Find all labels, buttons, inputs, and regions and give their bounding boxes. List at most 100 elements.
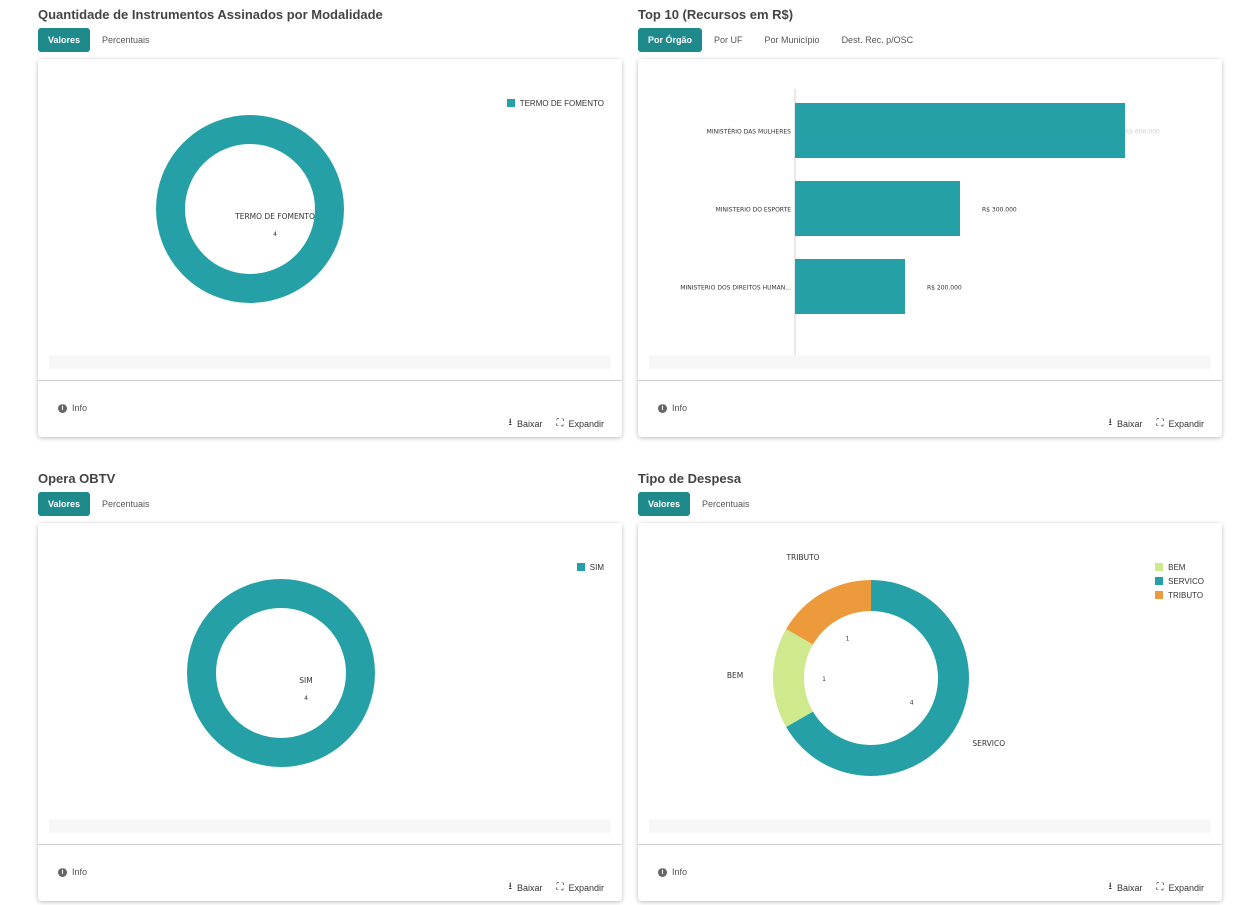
donut-slice	[786, 580, 969, 776]
donut-chart: TERMO DE FOMENTO 4	[38, 59, 622, 379]
legend-swatch	[1155, 577, 1164, 585]
tab-group: Valores Percentuais	[638, 492, 1222, 516]
expand-label: Expandir	[1168, 882, 1204, 893]
expand-button[interactable]: ⛶ Expandir	[556, 415, 604, 432]
legend-item[interactable]: TERMO DE FOMENTO	[506, 96, 604, 110]
chart-svg: SIM 4	[187, 579, 375, 767]
info-label: Info	[672, 867, 688, 877]
card-actions: ⭳ Baixar ⛶ Expandir	[1108, 415, 1204, 432]
expand-label: Expandir	[1168, 418, 1204, 429]
chart-card: MINISTÉRIO DAS MULHERES R$ 600.000 MINISTE…	[638, 59, 1222, 437]
panel-title: Tipo de Despesa	[638, 471, 742, 486]
expand-icon: ⛶	[556, 418, 564, 429]
scroll-strip[interactable]	[49, 819, 611, 833]
donut-slice	[156, 115, 344, 303]
download-icon: ⭳	[508, 881, 512, 892]
panel-despesa: Tipo de Despesa Valores Percentuais SERV…	[638, 470, 1222, 901]
donut-chart: SIM 4	[38, 523, 622, 843]
info-label: Info	[672, 403, 688, 413]
slice-value: 1	[846, 635, 850, 642]
slice-value: 4	[273, 231, 277, 238]
tab-percentuais[interactable]: Percentuais	[102, 499, 150, 509]
slice-label: TRIBUTO	[785, 553, 819, 562]
category-label: MINISTERIO DO ESPORTE	[716, 207, 792, 214]
donut-chart: SERVICO 4 BEM 1 TRIBUTO 1	[638, 523, 1222, 843]
slice-label: SIM	[299, 676, 312, 685]
expand-button[interactable]: ⛶ Expandir	[1156, 415, 1204, 432]
chart-legend: TERMO DE FOMENTO	[506, 96, 604, 110]
download-button[interactable]: ⭳ Baixar	[508, 879, 542, 896]
info-button[interactable]: i Info	[58, 867, 87, 877]
value-label: R$ 600.000	[1125, 129, 1160, 136]
tab-valores[interactable]: Valores	[38, 492, 91, 516]
info-icon: i	[58, 403, 67, 413]
download-label: Baixar	[1116, 418, 1143, 429]
tab-percentuais[interactable]: Percentuais	[102, 35, 150, 45]
chart-legend: SIM	[576, 560, 604, 574]
panel-title: Quantidade de Instrumentos Assinados por…	[38, 7, 383, 22]
panel-obtv: Opera OBTV Valores Percentuais SIM 4 SIM …	[38, 470, 622, 901]
scroll-strip[interactable]	[649, 819, 1211, 833]
info-label: Info	[72, 867, 88, 877]
legend-item[interactable]: TRIBUTO	[1155, 588, 1204, 602]
download-button[interactable]: ⭳ Baixar	[1108, 879, 1142, 896]
info-button[interactable]: i Info	[58, 403, 87, 413]
legend-swatch	[506, 99, 515, 107]
scroll-strip[interactable]	[649, 355, 1211, 369]
expand-button[interactable]: ⛶ Expandir	[556, 879, 604, 896]
legend-label: SERVICO	[1168, 576, 1204, 586]
bar	[795, 259, 905, 314]
slice-label: SERVICO	[972, 739, 1005, 748]
donut-slice	[786, 580, 871, 645]
download-icon: ⭳	[1108, 881, 1112, 892]
info-button[interactable]: i Info	[658, 867, 687, 877]
chart-svg: SERVICO 4 BEM 1 TRIBUTO 1	[727, 553, 1005, 776]
value-label: R$ 200.000	[927, 285, 962, 292]
download-button[interactable]: ⭳ Baixar	[1108, 415, 1142, 432]
tab-valores[interactable]: Valores	[38, 28, 91, 52]
info-button[interactable]: i Info	[658, 403, 687, 413]
category-label: MINISTERIO DOS DIREITOS HUMAN...	[680, 285, 791, 292]
chart-card: SERVICO 4 BEM 1 TRIBUTO 1 BEM SERVICO TRIBUTO…	[638, 523, 1222, 901]
legend-label: TERMO DE FOMENTO	[519, 98, 604, 108]
panel-title: Opera OBTV	[38, 471, 116, 486]
legend-item[interactable]: SERVICO	[1155, 574, 1204, 588]
tab-dest-rec-osc[interactable]: Dest. Rec. p/OSC	[841, 35, 914, 45]
divider	[638, 844, 1222, 845]
expand-button[interactable]: ⛶ Expandir	[1156, 879, 1204, 896]
tab-group: Por Órgão Por UF Por Município Dest. Rec…	[638, 28, 1222, 52]
slice-label: BEM	[727, 671, 743, 680]
legend-item[interactable]: SIM	[576, 560, 604, 574]
expand-icon: ⛶	[556, 882, 564, 893]
card-actions: ⭳ Baixar ⛶ Expandir	[1108, 879, 1204, 896]
slice-value: 4	[304, 695, 308, 702]
divider	[38, 380, 622, 381]
slice-value: 4	[910, 700, 914, 707]
tab-por-municipio[interactable]: Por Município	[764, 35, 820, 45]
tab-group: Valores Percentuais	[38, 492, 622, 516]
tab-por-orgao[interactable]: Por Órgão	[638, 28, 703, 52]
chart-card: SIM 4 SIM i Info ⭳ Baixar ⛶ Expandir	[38, 523, 622, 901]
download-label: Baixar	[1116, 882, 1143, 893]
panel-title: Top 10 (Recursos em R$)	[638, 7, 794, 22]
card-actions: ⭳ Baixar ⛶ Expandir	[508, 415, 604, 432]
legend-item[interactable]: BEM	[1155, 560, 1204, 574]
donut-slice	[187, 579, 375, 767]
legend-swatch	[576, 563, 585, 571]
tab-group: Valores Percentuais	[38, 28, 622, 52]
donut-slice	[773, 629, 813, 727]
tab-por-uf[interactable]: Por UF	[714, 35, 743, 45]
download-button[interactable]: ⭳ Baixar	[508, 415, 542, 432]
tab-percentuais[interactable]: Percentuais	[702, 499, 750, 509]
panel-top10: Top 10 (Recursos em R$) Por Órgão Por UF…	[638, 6, 1222, 437]
download-label: Baixar	[516, 418, 543, 429]
expand-label: Expandir	[568, 418, 604, 429]
legend-swatch	[1155, 563, 1164, 571]
scroll-strip[interactable]	[49, 355, 611, 369]
card-actions: ⭳ Baixar ⛶ Expandir	[508, 879, 604, 896]
info-icon: i	[58, 867, 67, 877]
expand-icon: ⛶	[1156, 418, 1164, 429]
download-label: Baixar	[516, 882, 543, 893]
info-icon: i	[658, 867, 667, 877]
tab-valores[interactable]: Valores	[638, 492, 691, 516]
